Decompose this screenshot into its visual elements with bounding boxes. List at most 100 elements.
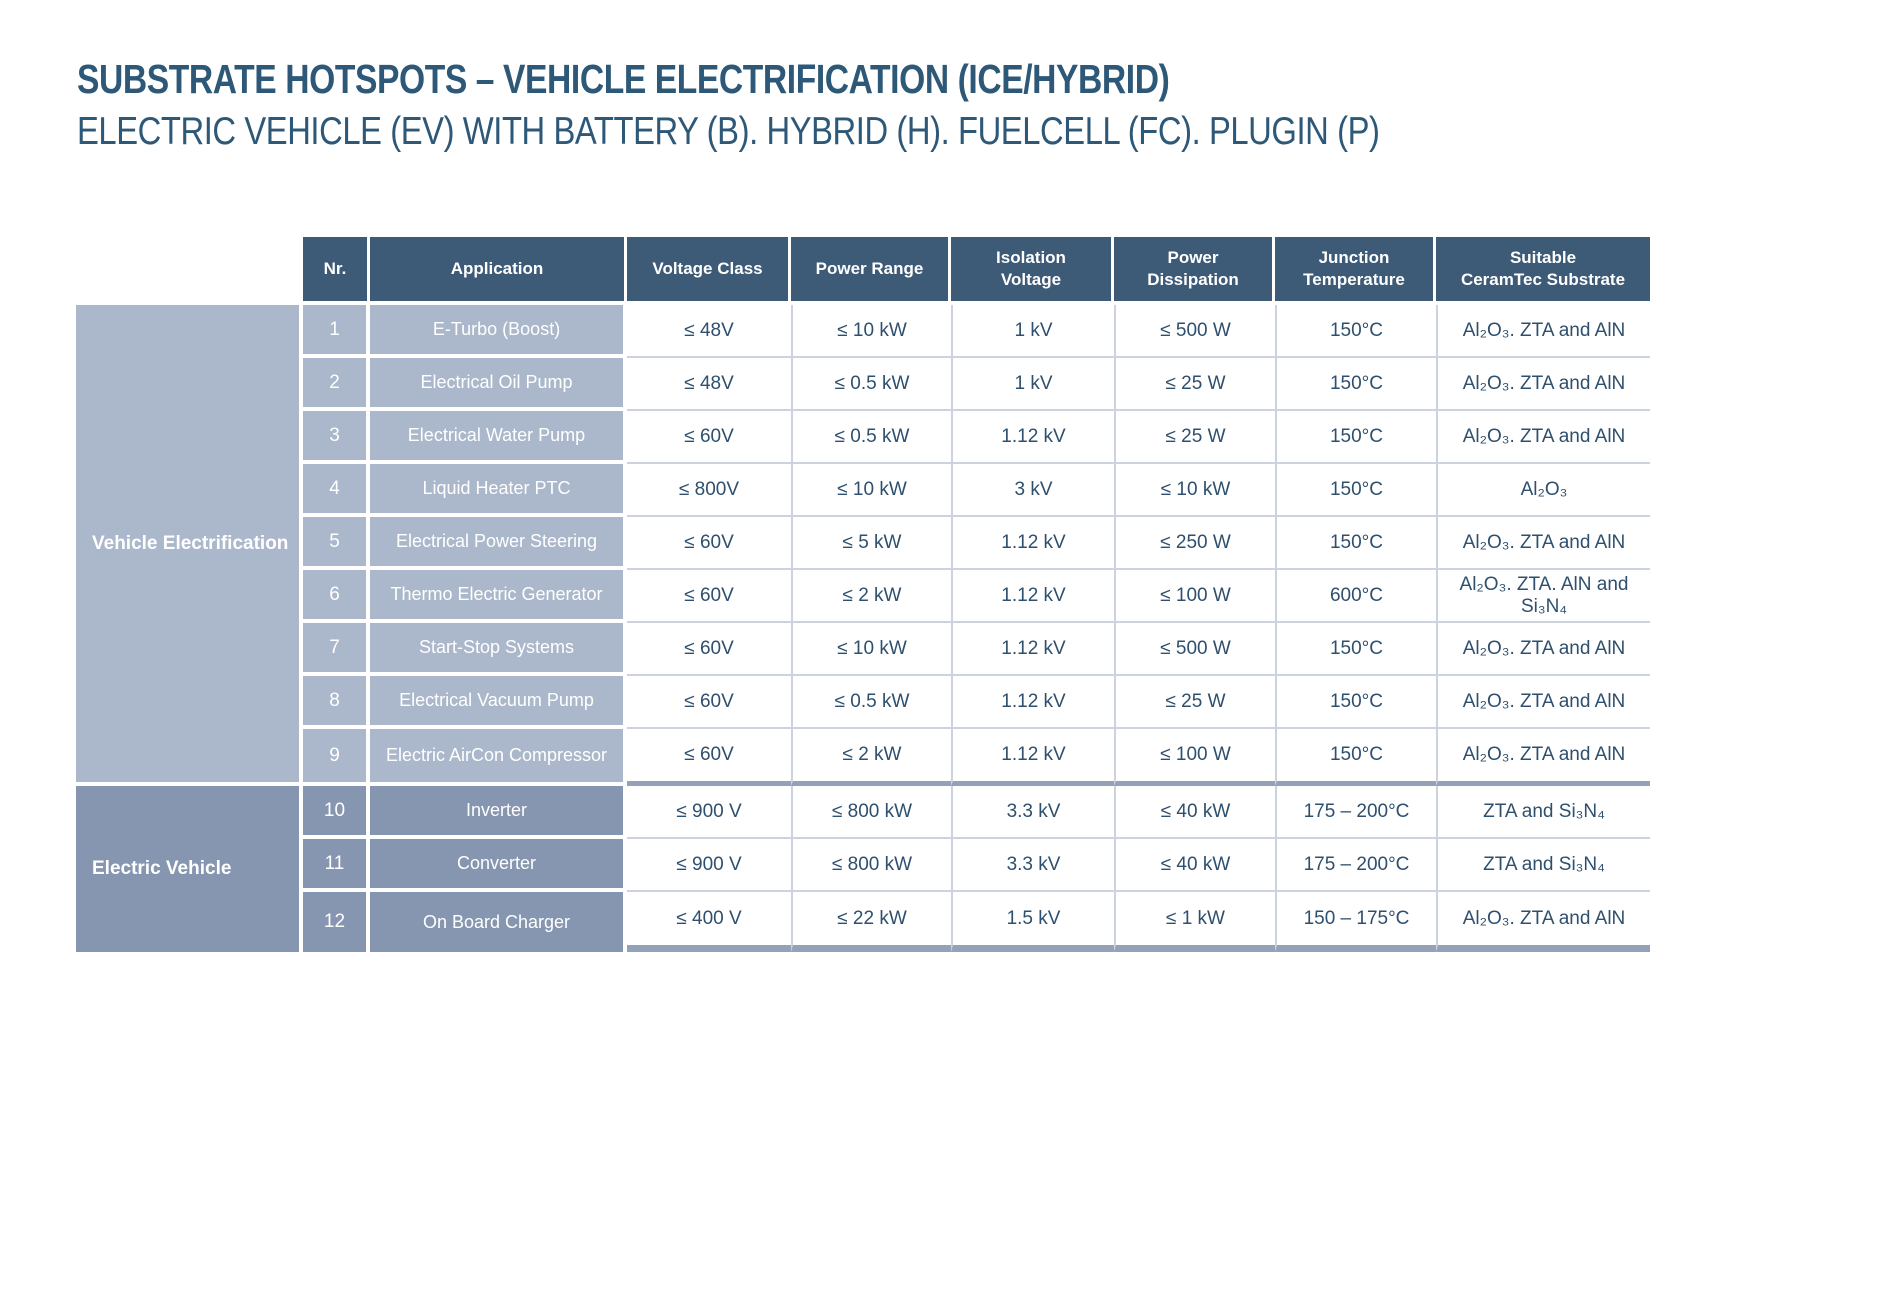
cell-voltage-class: ≤ 48V [627,358,791,411]
cell-substrate: Al₂O₃. ZTA and AlN [1436,729,1650,786]
cell-nr: 8 [303,676,370,729]
cell-substrate: Al₂O₃. ZTA and AlN [1436,305,1650,358]
cell-isolation-voltage: 1 kV [951,358,1114,411]
cell-junction-temperature: 150°C [1275,305,1436,358]
column-header-application: Application [370,237,627,305]
cell-voltage-class: ≤ 60V [627,570,791,623]
cell-nr: 3 [303,411,370,464]
cell-substrate: Al₂O₃. ZTA. AlN and Si₃N₄ [1436,570,1650,623]
cell-application: Start-Stop Systems [370,623,627,676]
cell-substrate: Al₂O₃. ZTA and AlN [1436,676,1650,729]
cell-substrate: Al₂O₃. ZTA and AlN [1436,892,1650,952]
cell-power-range: ≤ 10 kW [791,305,951,358]
cell-power-range: ≤ 800 kW [791,786,951,839]
cell-voltage-class: ≤ 60V [627,623,791,676]
column-header-isolation-voltage: Isolation Voltage [951,237,1114,305]
cell-application: Electrical Power Steering [370,517,627,570]
cell-voltage-class: ≤ 60V [627,411,791,464]
cell-voltage-class: ≤ 400 V [627,892,791,952]
cell-isolation-voltage: 3 kV [951,464,1114,517]
cell-power-range: ≤ 22 kW [791,892,951,952]
column-header-power-range: Power Range [791,237,951,305]
cell-application: Electric AirCon Compressor [370,729,627,786]
cell-power-dissipation: ≤ 500 W [1114,305,1275,358]
column-header-nr: Nr. [303,237,370,305]
cell-power-range: ≤ 10 kW [791,464,951,517]
cell-application: E-Turbo (Boost) [370,305,627,358]
cell-isolation-voltage: 1.12 kV [951,676,1114,729]
cell-power-range: ≤ 5 kW [791,517,951,570]
cell-junction-temperature: 600°C [1275,570,1436,623]
cell-nr: 9 [303,729,370,786]
cell-nr: 6 [303,570,370,623]
column-header-suitable-substrate: Suitable CeramTec Substrate [1436,237,1650,305]
cell-junction-temperature: 150°C [1275,358,1436,411]
cell-substrate: Al₂O₃. ZTA and AlN [1436,623,1650,676]
cell-voltage-class: ≤ 900 V [627,839,791,892]
cell-power-dissipation: ≤ 40 kW [1114,786,1275,839]
cell-power-dissipation: ≤ 100 W [1114,570,1275,623]
cell-application: Electrical Oil Pump [370,358,627,411]
cell-voltage-class: ≤ 60V [627,729,791,786]
cell-substrate: Al₂O₃. ZTA and AlN [1436,411,1650,464]
cell-power-dissipation: ≤ 500 W [1114,623,1275,676]
substrate-hotspots-table: Nr. Application Voltage Class Power Rang… [76,237,1650,952]
cell-nr: 10 [303,786,370,839]
cell-nr: 4 [303,464,370,517]
cell-isolation-voltage: 1.5 kV [951,892,1114,952]
column-header-voltage-class: Voltage Class [627,237,791,305]
cell-isolation-voltage: 3.3 kV [951,839,1114,892]
cell-power-range: ≤ 2 kW [791,729,951,786]
column-header-junction-temperature: Junction Temperature [1275,237,1436,305]
cell-power-range: ≤ 0.5 kW [791,676,951,729]
cell-junction-temperature: 150°C [1275,517,1436,570]
cell-voltage-class: ≤ 48V [627,305,791,358]
cell-substrate: Al₂O₃. ZTA and AlN [1436,358,1650,411]
cell-substrate: Al₂O₃ [1436,464,1650,517]
page-header: SUBSTRATE HOTSPOTS – VEHICLE ELECTRIFICA… [77,56,1628,156]
cell-junction-temperature: 150°C [1275,729,1436,786]
cell-power-dissipation: ≤ 25 W [1114,676,1275,729]
cell-voltage-class: ≤ 60V [627,517,791,570]
cell-power-dissipation: ≤ 100 W [1114,729,1275,786]
cell-junction-temperature: 150°C [1275,464,1436,517]
cell-power-dissipation: ≤ 250 W [1114,517,1275,570]
cell-junction-temperature: 150°C [1275,411,1436,464]
cell-isolation-voltage: 1.12 kV [951,411,1114,464]
header-spacer [76,237,303,305]
cell-application: Converter [370,839,627,892]
cell-nr: 5 [303,517,370,570]
cell-voltage-class: ≤ 800V [627,464,791,517]
cell-isolation-voltage: 3.3 kV [951,786,1114,839]
cell-power-dissipation: ≤ 25 W [1114,358,1275,411]
cell-nr: 2 [303,358,370,411]
cell-substrate: ZTA and Si₃N₄ [1436,786,1650,839]
cell-application: Inverter [370,786,627,839]
cell-nr: 12 [303,892,370,952]
cell-application: Liquid Heater PTC [370,464,627,517]
cell-isolation-voltage: 1.12 kV [951,729,1114,786]
cell-application: Electrical Vacuum Pump [370,676,627,729]
cell-power-dissipation: ≤ 40 kW [1114,839,1275,892]
cell-power-range: ≤ 0.5 kW [791,358,951,411]
row-group-label-electric-vehicle: Electric Vehicle [76,786,303,952]
cell-isolation-voltage: 1.12 kV [951,570,1114,623]
cell-isolation-voltage: 1.12 kV [951,623,1114,676]
cell-power-range: ≤ 0.5 kW [791,411,951,464]
cell-junction-temperature: 150°C [1275,623,1436,676]
cell-junction-temperature: 175 – 200°C [1275,839,1436,892]
page-subtitle: ELECTRIC VEHICLE (EV) WITH BATTERY (B). … [77,110,1380,154]
cell-nr: 7 [303,623,370,676]
cell-isolation-voltage: 1 kV [951,305,1114,358]
cell-power-range: ≤ 10 kW [791,623,951,676]
cell-substrate: ZTA and Si₃N₄ [1436,839,1650,892]
cell-application: On Board Charger [370,892,627,952]
cell-nr: 1 [303,305,370,358]
column-header-power-dissipation: Power Dissipation [1114,237,1275,305]
cell-power-dissipation: ≤ 1 kW [1114,892,1275,952]
cell-power-dissipation: ≤ 10 kW [1114,464,1275,517]
cell-nr: 11 [303,839,370,892]
cell-junction-temperature: 175 – 200°C [1275,786,1436,839]
cell-application: Thermo Electric Generator [370,570,627,623]
page-title: SUBSTRATE HOTSPOTS – VEHICLE ELECTRIFICA… [77,56,1170,102]
